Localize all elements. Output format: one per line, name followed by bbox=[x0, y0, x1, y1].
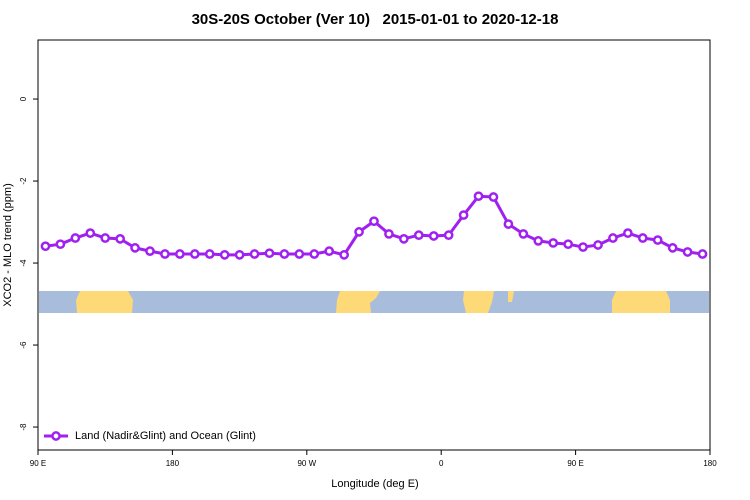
x-tick-label: 180 bbox=[703, 459, 717, 468]
data-point bbox=[234, 249, 245, 260]
x-tick-label: 90 W bbox=[297, 459, 316, 468]
data-point bbox=[503, 219, 514, 229]
data-point bbox=[697, 249, 708, 259]
data-point bbox=[473, 191, 484, 202]
data-point bbox=[100, 233, 111, 243]
x-tick-label: 180 bbox=[166, 459, 180, 468]
data-point bbox=[608, 233, 618, 243]
y-tick-label: 0 bbox=[19, 96, 28, 101]
data-point bbox=[40, 241, 51, 252]
data-point bbox=[443, 230, 454, 241]
plot-frame bbox=[37, 39, 711, 451]
data-point bbox=[428, 231, 439, 241]
ocean-band bbox=[39, 291, 709, 313]
data-point bbox=[204, 249, 215, 259]
data-point bbox=[518, 229, 529, 239]
data-point bbox=[70, 233, 81, 243]
land-patch bbox=[508, 291, 514, 302]
land-patch bbox=[336, 291, 380, 313]
data-point bbox=[488, 192, 499, 202]
data-point bbox=[548, 238, 559, 248]
data-point bbox=[578, 242, 588, 252]
x-tick-label: 0 bbox=[439, 459, 444, 468]
data-point bbox=[652, 235, 663, 245]
y-tick-label: -8 bbox=[19, 423, 28, 431]
chart-title: 30S-20S October (Ver 10) 2015-01-01 to 2… bbox=[192, 11, 559, 28]
legend-marker bbox=[51, 431, 61, 441]
y-tick-label: -4 bbox=[19, 259, 28, 267]
land-patch bbox=[76, 291, 133, 313]
data-point bbox=[563, 239, 573, 250]
x-axis-label: Longitude (deg E) bbox=[331, 478, 418, 490]
data-point bbox=[533, 236, 544, 246]
data-point bbox=[264, 248, 275, 259]
data-point bbox=[369, 216, 379, 227]
x-tick-label: 90 E bbox=[30, 459, 46, 468]
data-point bbox=[623, 228, 633, 238]
land-ocean-band bbox=[39, 291, 709, 313]
data-point bbox=[175, 249, 185, 259]
data-point bbox=[324, 246, 335, 256]
legend-label: Land (Nadir&Glint) and Ocean (Glint) bbox=[75, 430, 256, 442]
y-tick-label: -6 bbox=[19, 341, 28, 349]
data-point bbox=[55, 239, 66, 250]
data-point bbox=[682, 247, 693, 257]
data-point bbox=[413, 230, 424, 241]
data-point bbox=[160, 249, 170, 259]
x-tick-label: 90 E bbox=[567, 459, 583, 468]
data-point bbox=[458, 210, 469, 220]
data-point bbox=[354, 227, 364, 237]
land-patch bbox=[463, 291, 494, 313]
data-point bbox=[593, 240, 603, 250]
data-point bbox=[279, 249, 290, 259]
data-point bbox=[115, 234, 125, 244]
y-tick-label: -2 bbox=[19, 177, 28, 185]
data-point bbox=[145, 246, 155, 256]
land-patch bbox=[612, 291, 670, 313]
data-point bbox=[294, 249, 305, 259]
data-point bbox=[637, 233, 648, 243]
data-point bbox=[189, 249, 200, 259]
data-point bbox=[309, 249, 320, 259]
data-point bbox=[219, 249, 230, 260]
data-point bbox=[85, 228, 96, 238]
data-point bbox=[249, 249, 260, 259]
data-point bbox=[667, 243, 678, 253]
y-axis-label: XCO2 - MLO trend (ppm) bbox=[2, 183, 14, 306]
data-point bbox=[339, 249, 349, 260]
data-point bbox=[384, 229, 394, 239]
data-point bbox=[130, 243, 140, 253]
data-point bbox=[399, 234, 409, 244]
